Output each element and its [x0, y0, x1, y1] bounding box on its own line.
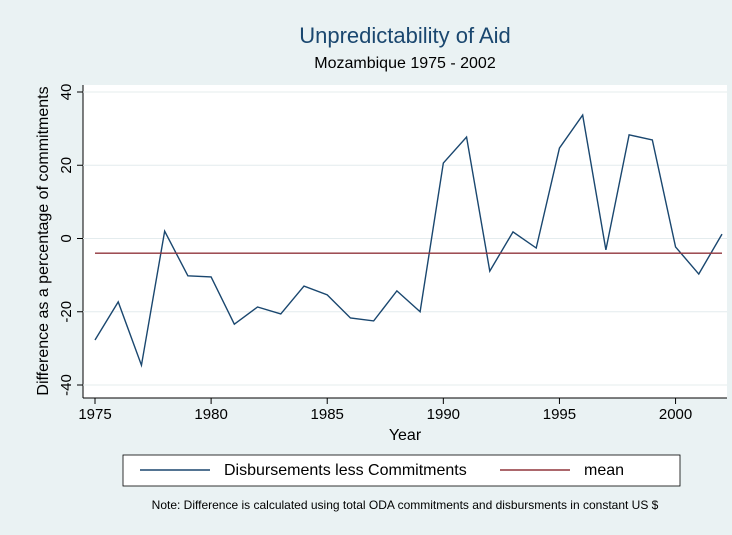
chart-title: Unpredictability of Aid — [299, 23, 511, 48]
plot-area — [83, 85, 727, 398]
series-line — [94, 113, 723, 368]
x-tick-label: 1995 — [543, 406, 576, 423]
chart-subtitle: Mozambique 1975 - 2002 — [314, 55, 496, 72]
x-tick-label: 2000 — [659, 406, 692, 423]
note: Note: Difference is calculated using tot… — [152, 498, 659, 512]
x-axis-label: Year — [389, 427, 422, 444]
legend — [122, 454, 681, 487]
x-tick-label: 1980 — [194, 406, 227, 423]
x-tick-label: 1975 — [78, 406, 111, 423]
y-tick-label: 40 — [58, 84, 75, 101]
y-axis-label: Difference as a percentage of commitment… — [35, 86, 52, 395]
y-tick-label: -40 — [58, 374, 75, 396]
y-tick-label: 0 — [58, 234, 75, 242]
x-tick-label: 1990 — [427, 406, 460, 423]
y-tick-label: -20 — [58, 301, 75, 323]
x-tick-label: 1985 — [311, 406, 344, 423]
y-tick-label: 20 — [58, 157, 75, 174]
legend-label: mean — [584, 462, 624, 479]
legend-label: Disbursements less Commitments — [224, 462, 467, 479]
